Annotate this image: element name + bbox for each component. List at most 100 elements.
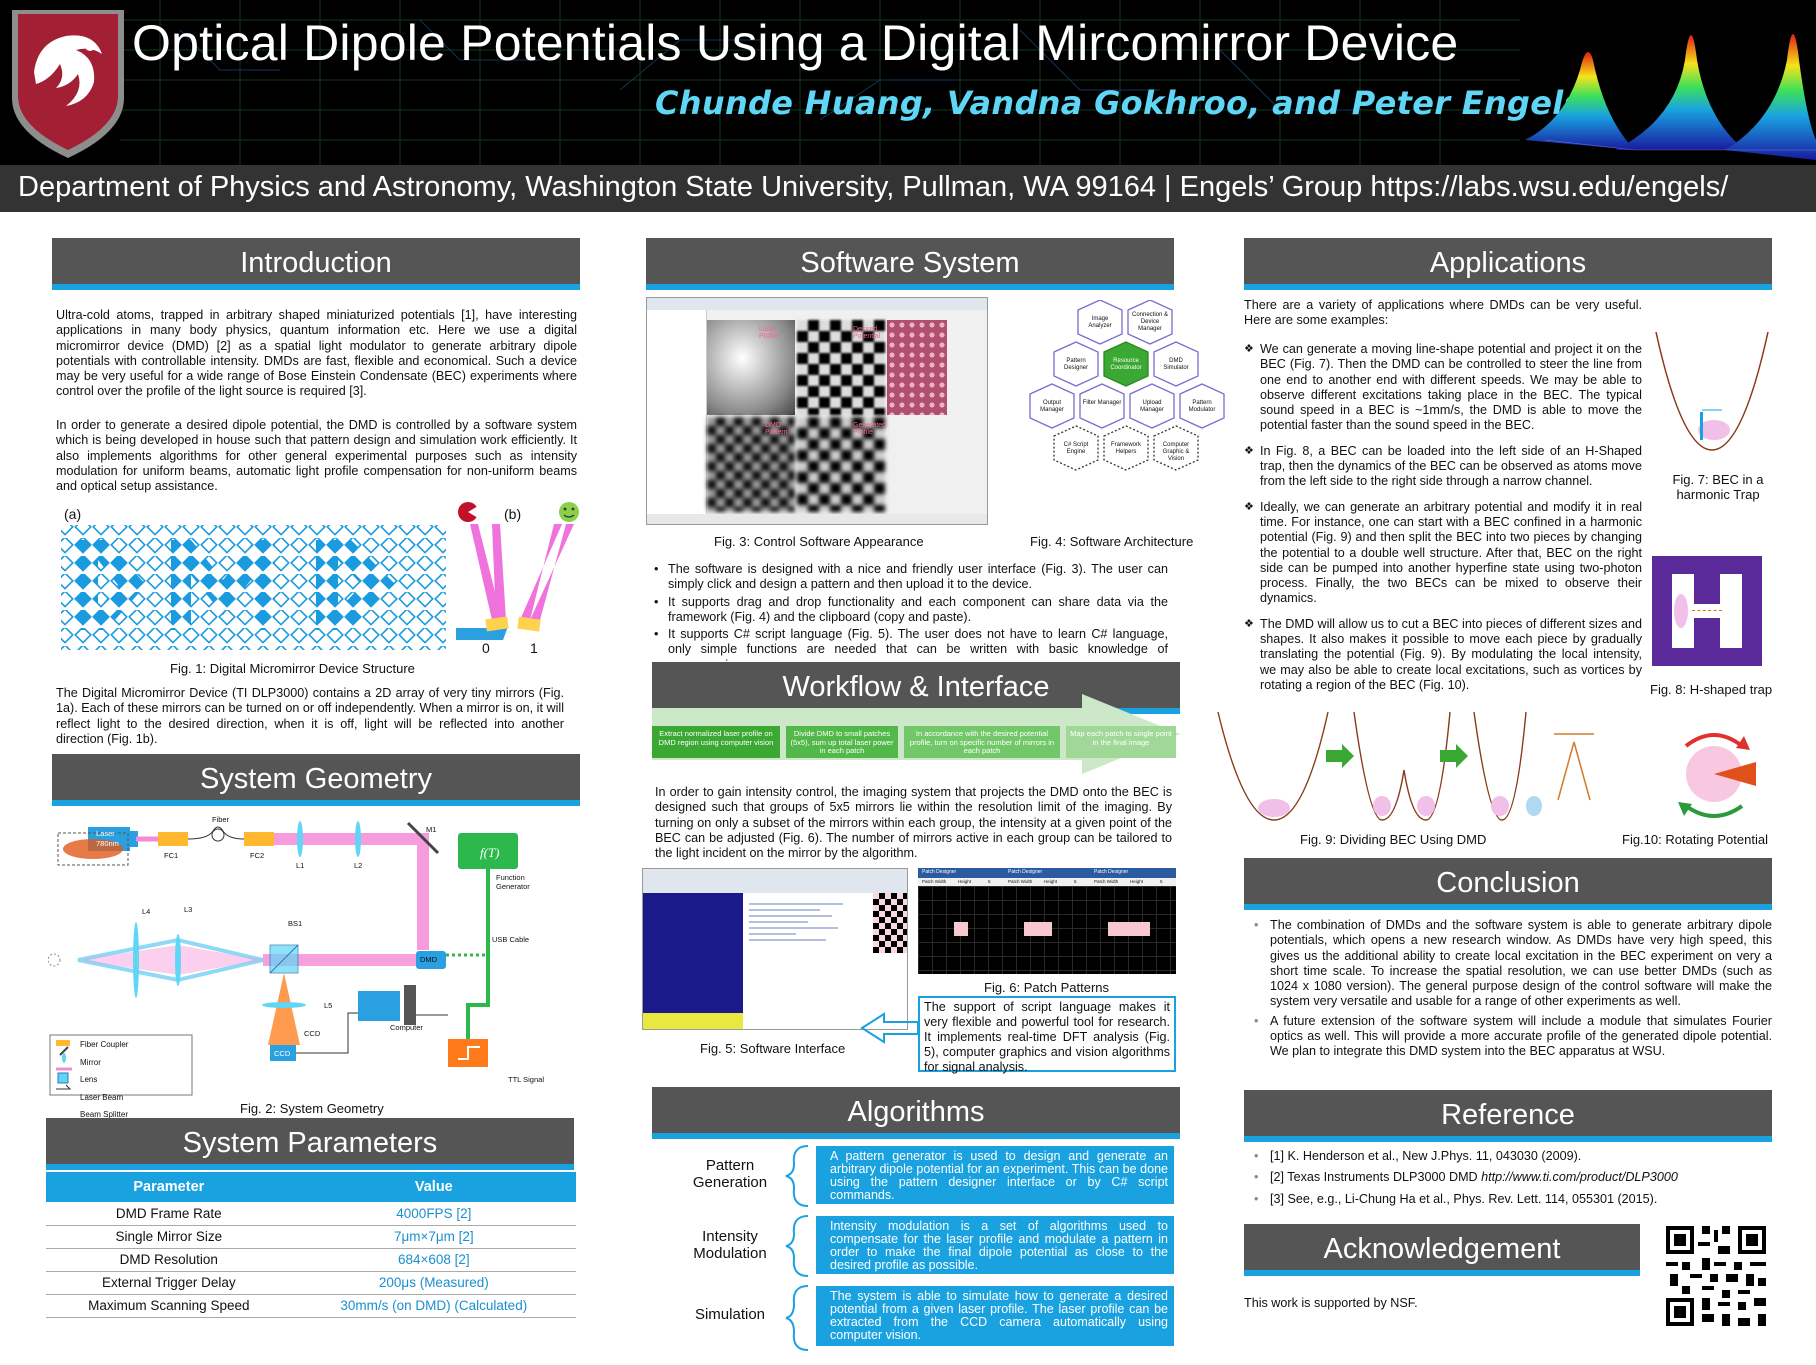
value-cell: 4000FPS [2]	[291, 1202, 576, 1226]
list-item: We can generate a moving line-shape pote…	[1244, 342, 1642, 434]
applications-heading: Applications	[1244, 238, 1772, 290]
table-row: Single Mirror Size 7μm×7μm [2]	[46, 1225, 576, 1249]
fig8-caption: Fig. 8: H-shaped trap	[1650, 682, 1773, 697]
laser-label: Laser	[96, 829, 115, 838]
workflow-paragraph: In order to gain intensity control, the …	[655, 785, 1172, 861]
param-column-header: Parameter	[46, 1172, 292, 1202]
panel-label-dmd-pattern: DMD Pattern	[765, 422, 788, 436]
figure-1-dmd-structure: (a) (b) 0	[56, 500, 584, 658]
dmd-label: DMD	[420, 955, 438, 964]
fig2-caption: Fig. 2: System Geometry	[240, 1101, 384, 1116]
bs1-label: BS1	[288, 919, 303, 928]
alg-label-simulation: Simulation	[694, 1306, 766, 1323]
workflow-step-4-text: Map each patch to single point in the fi…	[1070, 729, 1172, 747]
fig3-caption: Fig. 3: Control Software Appearance	[714, 534, 924, 549]
workflow-arrow: Extract normalized laser profile on DMD …	[652, 694, 1180, 774]
l2-label: L2	[354, 861, 363, 870]
software-system-heading: Software System	[646, 238, 1174, 290]
param-cell: DMD Frame Rate	[46, 1202, 292, 1226]
introduction-paragraph-3: The Digital Micromirror Device (TI DLP30…	[56, 686, 564, 746]
fig6-caption: Fig. 6: Patch Patterns	[984, 980, 1110, 995]
workflow-step-4: Map each patch to single point in the fi…	[1066, 726, 1176, 758]
list-item: Ideally, we can generate an arbitrary po…	[1244, 500, 1642, 607]
script-callout-box: The support of script language makes it …	[918, 996, 1176, 1074]
list-item: In Fig. 8, a BEC can be loaded into the …	[1244, 444, 1642, 490]
m1-label: M1	[426, 825, 437, 834]
alg-label-pattern-generation: Pattern Generation	[692, 1157, 768, 1191]
fig1-label-0: 0	[482, 640, 490, 656]
rotating-potential-figure	[1678, 733, 1756, 818]
patch-value-1: 5	[988, 879, 991, 884]
introduction-heading: Introduction	[52, 238, 580, 290]
l4-label: L4	[142, 907, 151, 916]
value-cell: 7μm×7μm [2]	[291, 1225, 576, 1249]
workflow-step-1-text: Extract normalized laser profile on DMD …	[658, 729, 774, 747]
l5-label: L5	[324, 1001, 333, 1010]
hex-filter-manager: Filter Manager	[1082, 400, 1122, 406]
value-cell: 30mm/s (on DMD) (Calculated)	[291, 1294, 576, 1318]
reference-2-link[interactable]: http://www.ti.com/product/DLP3000	[1481, 1170, 1678, 1185]
wsu-cougar-shield-icon	[12, 10, 124, 158]
hex-pattern-designer: Pattern Designer	[1063, 358, 1088, 371]
dmd-mirror-array-image	[61, 525, 446, 650]
patch-width-label-2: Patch Width	[1008, 879, 1033, 884]
hex-pattern-modulator: Pattern Modulator	[1188, 400, 1216, 413]
alg-text-simulation: The system is able to simulate how to ge…	[830, 1289, 1168, 1342]
list-item: The DMD will allow us to cut a BEC into …	[1244, 617, 1642, 693]
table-row: External Trigger Delay 200μs (Measured)	[46, 1271, 576, 1295]
patch-width-label-1: Patch Width	[922, 879, 947, 884]
fig1-label-1: 1	[530, 640, 538, 656]
software-interface-screenshot	[642, 868, 908, 1030]
param-cell: DMD Resolution	[46, 1248, 292, 1272]
fig7-caption: Fig. 7: BEC in a harmonic Trap	[1672, 472, 1764, 502]
mirror-tilt-diagram	[456, 502, 579, 640]
patch-designer-title-3: Patch Designer	[1094, 869, 1129, 875]
workflow-step-1: Extract normalized laser profile on DMD …	[652, 726, 780, 758]
l1-label: L1	[296, 861, 305, 870]
alg-box-pattern-generation: A pattern generator is used to design an…	[816, 1146, 1174, 1204]
fig1-label-b: (b)	[504, 506, 522, 522]
alg-text-intensity-modulation: Intensity modulation is a set of algorit…	[830, 1219, 1168, 1272]
harmonic-trap-figure	[1655, 331, 1769, 451]
alg-text-pattern-generation: A pattern generator is used to design an…	[830, 1149, 1168, 1202]
table-row: DMD Frame Rate 4000FPS [2]	[46, 1202, 576, 1226]
panel-label-laser-profile: Laser Profile	[759, 326, 779, 340]
workflow-step-2: Divide DMD to small patches (5x5), sum u…	[786, 726, 898, 758]
geometry-labels: Laser 780nm Fiber FC1 FC2 L1 L2 M1 L3 L4…	[48, 815, 588, 1137]
patch-designer-title-2: Patch Designer	[1008, 869, 1043, 875]
callout-arrow-icon	[860, 1012, 919, 1044]
department-bar: Department of Physics and Astronomy, Was…	[0, 165, 1816, 212]
alg-box-simulation: The system is able to simulate how to ge…	[816, 1286, 1174, 1346]
introduction-paragraph-1: Ultra-cold atoms, trapped in arbitrary s…	[56, 308, 577, 399]
conclusion-bullets: The combination of DMDs and the software…	[1252, 918, 1772, 1069]
laser-wavelength-label: 780nm	[96, 839, 119, 848]
reference-item-2: [2] Texas Instruments DLP3000 DMD http:/…	[1252, 1170, 1772, 1186]
hex-labels: Image Analyzer Connection & Device Manag…	[1020, 300, 1240, 480]
legend-fiber-coupler: Fiber Coupler	[80, 1040, 129, 1049]
legend-laser-beam: Laser Beam	[80, 1092, 124, 1102]
applications-bullets: We can generate a moving line-shape pote…	[1244, 342, 1642, 702]
fig5-caption: Fig. 5: Software Interface	[700, 1041, 846, 1056]
control-software-screenshot: Laser Profile Desired Potential DMD Patt…	[646, 297, 988, 525]
workflow-step-3: In accordance with the desired potential…	[904, 726, 1060, 758]
patch-value-2: 5	[1074, 879, 1077, 884]
ccd-box-label: CCD	[274, 1049, 291, 1058]
conclusion-heading: Conclusion	[1244, 858, 1772, 910]
acknowledgement-heading: Acknowledgement	[1244, 1224, 1640, 1276]
reference-item-3: [3] See, e.g., Li-Chung Ha et al., Phys.…	[1252, 1192, 1772, 1208]
poster-header: Optical Dipole Potentials Using a Digita…	[0, 0, 1816, 165]
hex-resource-coordinator: Resource Coordinator	[1110, 358, 1142, 371]
script-callout-text: The support of script language makes it …	[924, 1000, 1170, 1074]
optical-setup-diagram: f(T)	[47, 821, 518, 1096]
applications-intro: There are a variety of applications wher…	[1244, 298, 1642, 328]
fiber-label: Fiber	[212, 815, 230, 824]
fc2-label: FC2	[250, 851, 265, 860]
fig1-caption: Fig. 1: Digital Micromirror Device Struc…	[170, 661, 415, 676]
hex-output-manager: Output Manager	[1040, 400, 1064, 413]
patch-designer-title-1: Patch Designer	[922, 869, 957, 875]
ccd-label: CCD	[304, 1029, 321, 1038]
legend-mirror: Mirror	[80, 1057, 101, 1067]
patch-patterns-figure: Patch Designer Patch Designer Patch Desi…	[918, 868, 1176, 974]
software-bullets: The software is designed with a nice and…	[652, 562, 1168, 675]
patch-value-3: 5	[1160, 879, 1163, 884]
